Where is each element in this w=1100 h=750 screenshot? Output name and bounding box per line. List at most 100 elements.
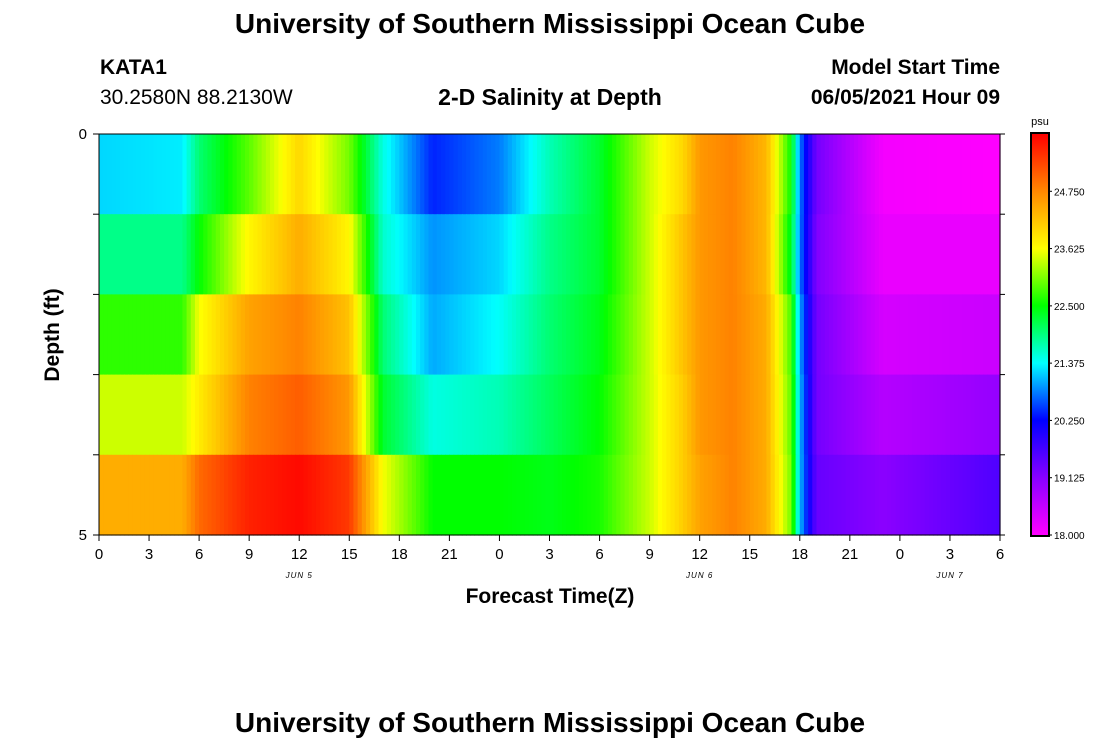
heatmap-cell [991, 454, 997, 536]
heatmap-cell [741, 214, 747, 295]
heatmap-cell [837, 134, 843, 215]
heatmap-cell [420, 134, 425, 215]
heatmap-cell [816, 374, 822, 456]
heatmap-cell [303, 454, 309, 536]
heatmap-cell [182, 214, 188, 295]
heatmap-cell [770, 374, 776, 456]
heatmap-cell [603, 134, 609, 215]
heatmap-cell [470, 454, 476, 536]
heatmap-cell [278, 214, 284, 295]
heatmap-cell [612, 134, 617, 215]
heatmap-cell [791, 294, 797, 376]
heatmap-cell [136, 294, 142, 376]
heatmap-cell [119, 454, 125, 536]
heatmap-cell [349, 454, 355, 536]
x-tick-label: 9 [645, 546, 653, 563]
heatmap-cell [587, 454, 592, 536]
heatmap-cell [708, 374, 713, 456]
heatmap-cell [236, 294, 242, 376]
heatmap-cell [395, 214, 400, 295]
heatmap-cell [144, 454, 150, 536]
heatmap-cell [891, 374, 897, 456]
heatmap-cell [728, 454, 734, 536]
heatmap-cell [199, 374, 204, 456]
colorbar-unit: psu [1031, 116, 1049, 128]
heatmap-cell [532, 454, 538, 536]
heatmap-cell [883, 214, 888, 295]
heatmap-cell [854, 374, 859, 456]
heatmap-cell [574, 454, 580, 536]
heatmap-cell [149, 374, 154, 456]
heatmap-cell [507, 294, 513, 376]
heatmap-cell [165, 454, 171, 536]
heatmap-cell [270, 134, 275, 215]
heatmap-cell [336, 214, 342, 295]
heatmap-cell [774, 134, 780, 215]
heatmap-cell [824, 134, 830, 215]
heatmap-cell [720, 134, 726, 215]
heatmap-cell [186, 374, 192, 456]
heatmap-cell [737, 134, 742, 215]
heatmap-cell [874, 134, 880, 215]
heatmap-cell [228, 214, 234, 295]
heatmap-cell [620, 374, 626, 456]
heatmap-cell [820, 134, 826, 215]
heatmap-cell [453, 454, 459, 536]
heatmap-cell [541, 294, 546, 376]
heatmap-cell [737, 374, 742, 456]
heatmap-cell [424, 134, 430, 215]
heatmap-cell [499, 134, 505, 215]
heatmap-cell [895, 454, 901, 536]
heatmap-cell [945, 374, 951, 456]
heatmap-cell [365, 374, 371, 456]
heatmap-cell [324, 294, 330, 376]
heatmap-cell [107, 294, 113, 376]
heatmap-cell [482, 214, 488, 295]
heatmap-cell [553, 134, 559, 215]
heatmap-cell [720, 214, 726, 295]
heatmap-cell [591, 454, 596, 536]
heatmap-cell [958, 454, 964, 536]
heatmap-cell [420, 454, 425, 536]
heatmap-cell [887, 214, 893, 295]
heatmap-cell [178, 214, 184, 295]
heatmap-cell [979, 294, 984, 376]
heatmap-cell [532, 294, 538, 376]
heatmap-cell [653, 134, 659, 215]
heatmap-cell [328, 134, 334, 215]
heatmap-cell [812, 374, 818, 456]
heatmap-cell [365, 134, 371, 215]
heatmap-cell [140, 374, 146, 456]
x-tick-label: 9 [245, 546, 253, 563]
heatmap-cell [461, 214, 467, 295]
heatmap-cell [474, 454, 480, 536]
colorbar [1032, 134, 1048, 535]
heatmap-cell [207, 374, 213, 456]
heatmap-cell [511, 374, 517, 456]
heatmap-cell [545, 294, 551, 376]
heatmap-cell [407, 214, 413, 295]
heatmap-cell [858, 294, 863, 376]
heatmap-cell [708, 134, 713, 215]
heatmap-cell [966, 134, 972, 215]
heatmap-cell [386, 214, 392, 295]
heatmap-cell [929, 454, 934, 536]
heatmap-cell [666, 374, 672, 456]
heatmap-cell [687, 294, 692, 376]
heatmap-cell [390, 454, 396, 536]
heatmap-cell [328, 294, 334, 376]
heatmap-cell [841, 294, 847, 376]
heatmap-cell [336, 294, 342, 376]
heatmap-cell [274, 294, 279, 376]
heatmap-cell [161, 214, 167, 295]
heatmap-cell [545, 134, 551, 215]
heatmap-cell [378, 374, 384, 456]
heatmap-cell [340, 454, 346, 536]
heatmap-cell [895, 294, 901, 376]
heatmap-cell [478, 214, 484, 295]
heatmap-cell [541, 454, 546, 536]
heatmap-cell [803, 374, 809, 456]
heatmap-cell [466, 214, 471, 295]
heatmap-cell [949, 214, 955, 295]
heatmap-cell [115, 374, 121, 456]
